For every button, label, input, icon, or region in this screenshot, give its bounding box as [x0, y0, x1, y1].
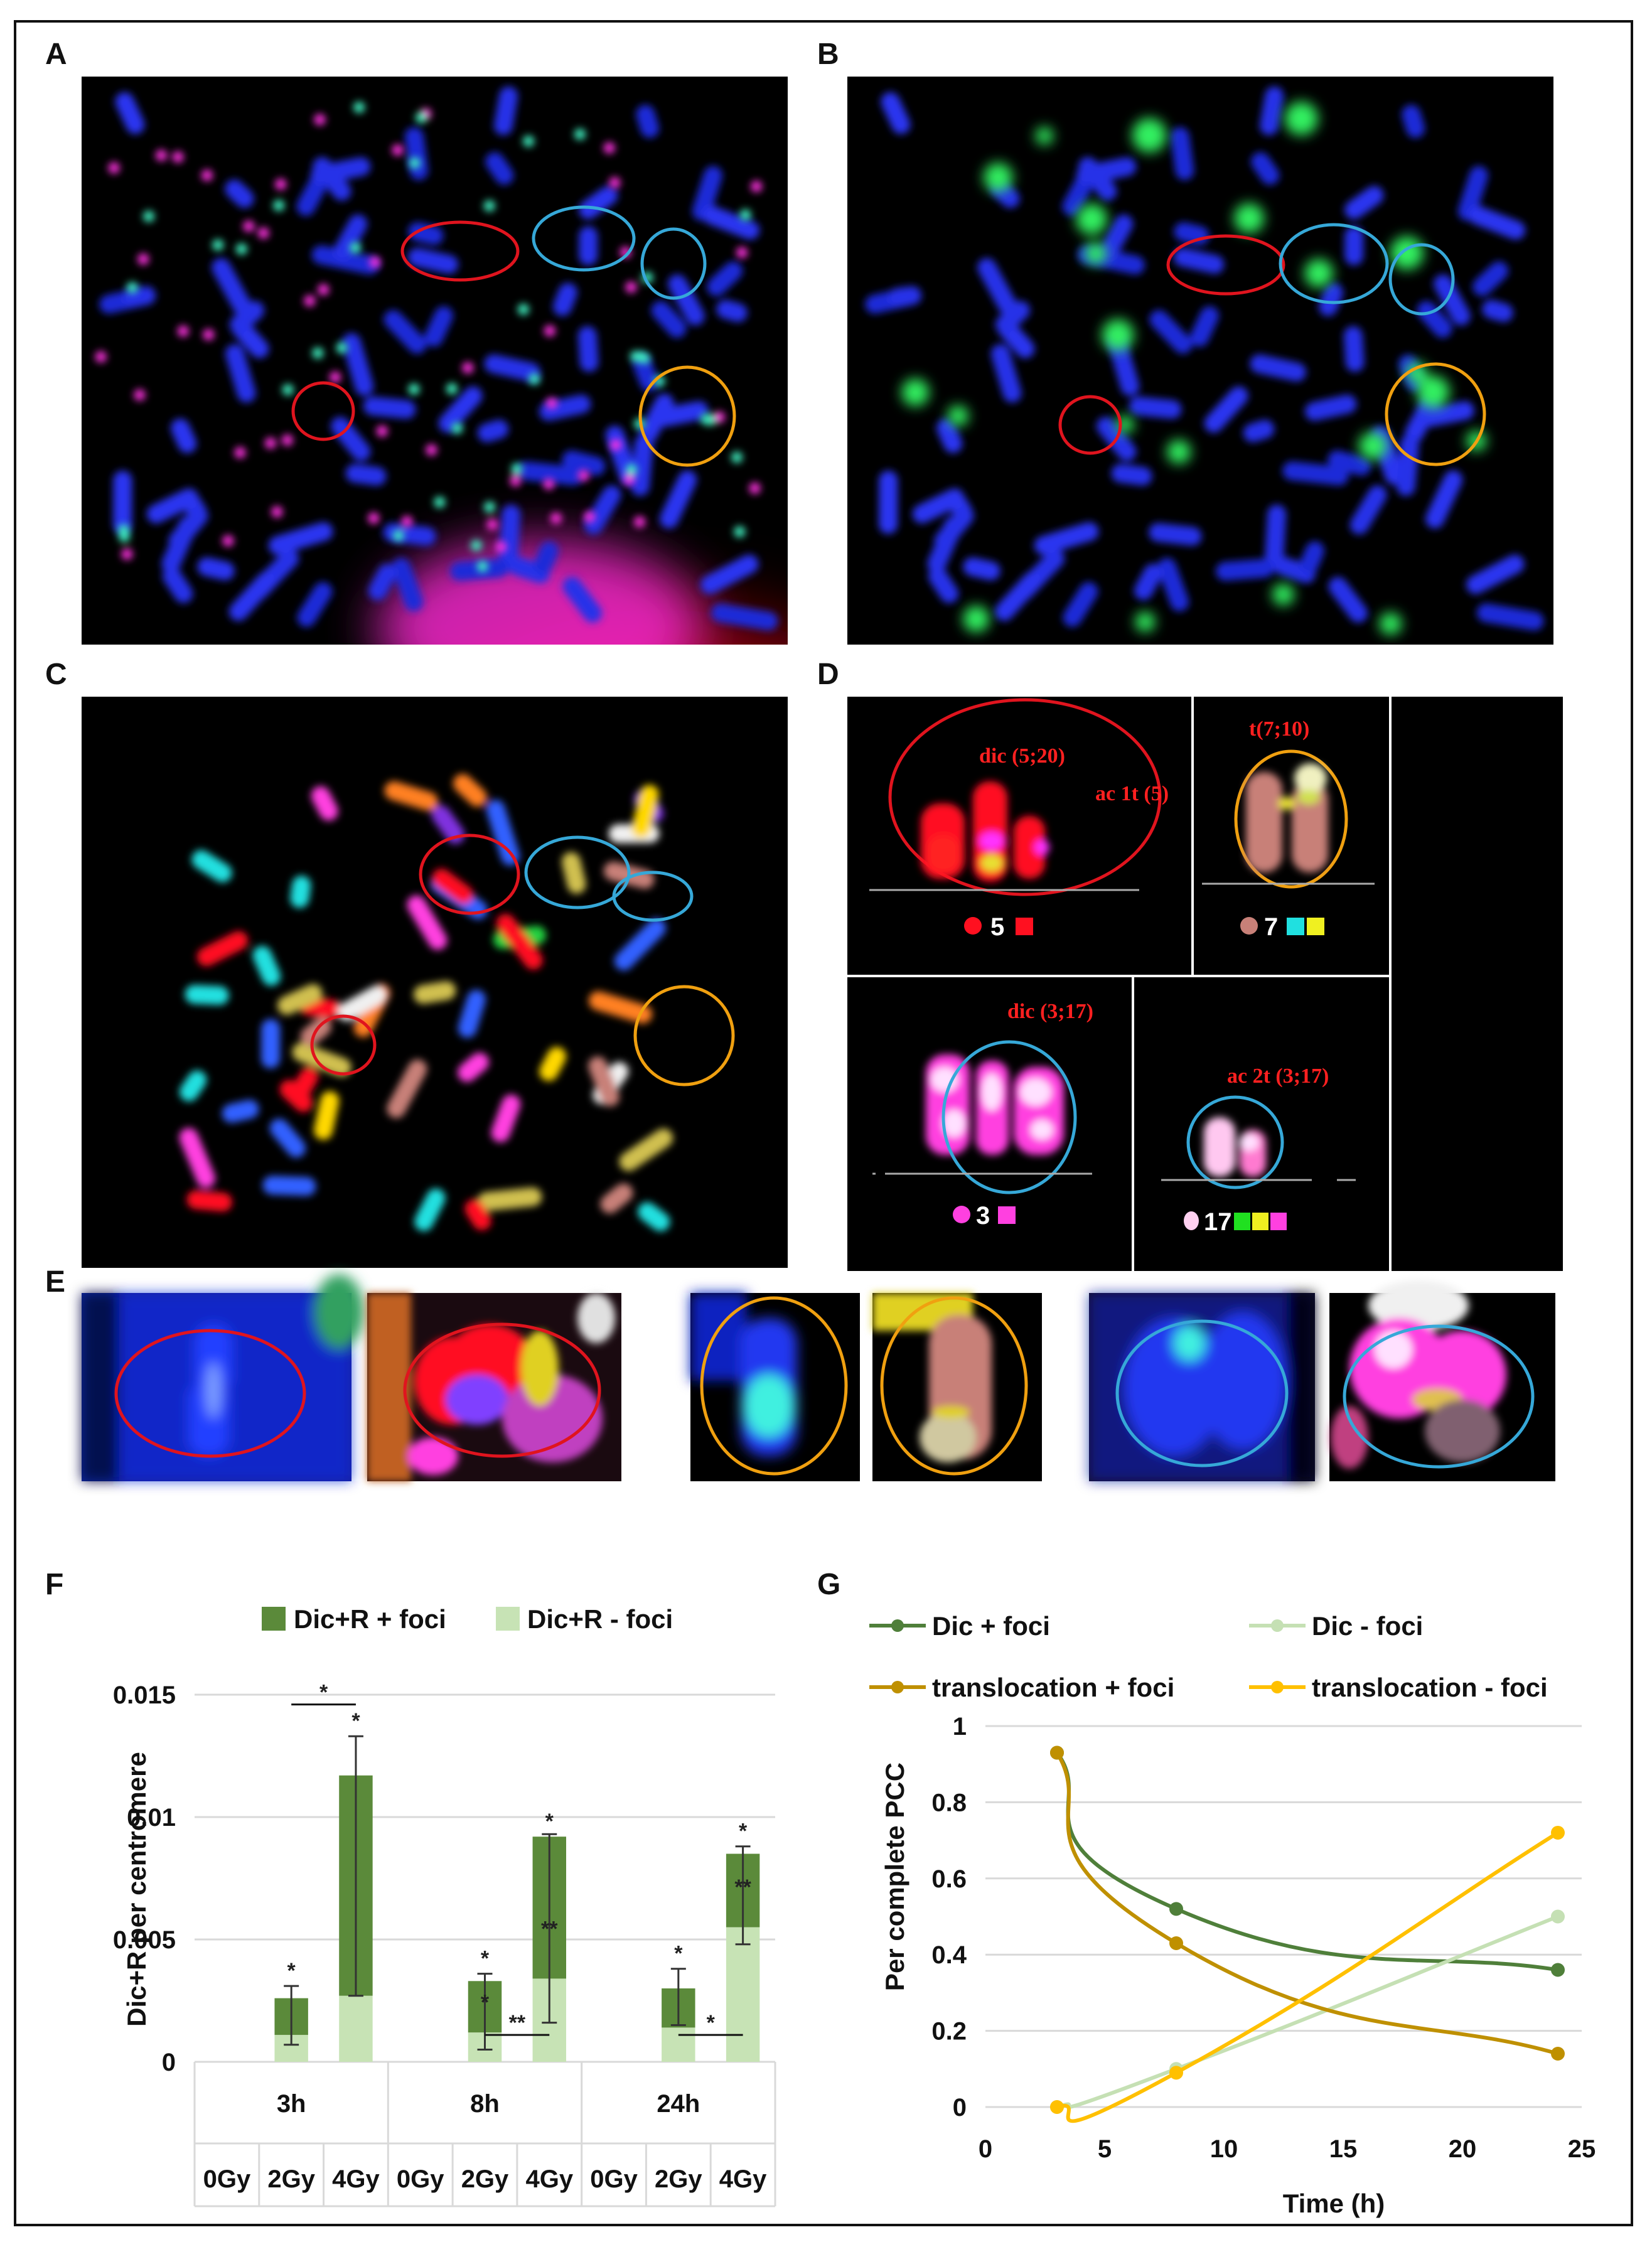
g-series-line	[1055, 1751, 1558, 2056]
g-series-line	[1056, 1914, 1559, 2109]
g-legend-label: Dic - foci	[1312, 1611, 1423, 1641]
panel-letter-d: D	[817, 658, 839, 691]
g-legend-label: translocation - foci	[1312, 1673, 1548, 1702]
chart-f: Dic+R + foci Dic+R - foci Dic+R per cent…	[113, 1604, 776, 2207]
insets-e	[82, 1274, 1555, 1481]
g-legend-marker	[1271, 1681, 1284, 1693]
chrom-7-label: 7	[1264, 913, 1278, 941]
f-significance-mark: *	[481, 1946, 490, 1970]
f-dose-label: 0Gy	[590, 2165, 638, 2193]
g-series-line	[1055, 1751, 1558, 1972]
f-y-tick-label: 0.005	[113, 1926, 176, 1954]
g-x-tick-label: 25	[1568, 2135, 1596, 2163]
panel-letter-a: A	[45, 38, 67, 71]
g-y-tick-label: 1	[953, 1713, 967, 1740]
panel-letter-f: F	[45, 1568, 63, 1601]
karyotype-d: dic (5;20) ac 1t (5) 5 t(7;10) 7	[847, 697, 1563, 1271]
g-x-axis-title: Time (h)	[1283, 2189, 1385, 2218]
f-bar-foci-negative	[339, 1995, 373, 2062]
g-y-tick-label: 0.6	[931, 1865, 967, 1893]
f-dose-label: 4Gy	[525, 2165, 573, 2193]
g-data-point	[1169, 1936, 1183, 1950]
g-data-point	[1169, 1902, 1183, 1916]
legend-swatch-dic-plus	[262, 1607, 286, 1631]
f-significance-mark: **	[734, 1875, 751, 1899]
micrograph-b	[847, 77, 1553, 645]
g-legend-label: translocation + foci	[932, 1673, 1174, 1702]
g-data-point	[1551, 2047, 1565, 2061]
f-significance-mark: *	[319, 1681, 328, 1705]
g-data-point	[1050, 2100, 1064, 2114]
f-dose-label: 0Gy	[397, 2165, 444, 2193]
f-dose-label: 2Gy	[461, 2165, 509, 2193]
micrograph-c	[82, 697, 788, 1268]
f-y-tick-label: 0.01	[127, 1804, 176, 1831]
g-x-tick-label: 0	[979, 2135, 992, 2163]
figure-frame	[14, 20, 1633, 2226]
g-data-point	[1050, 1746, 1064, 1760]
label-ac1t-5: ac 1t (5)	[1095, 782, 1169, 805]
g-x-tick-label: 15	[1329, 2135, 1358, 2163]
g-data-point	[1551, 1825, 1565, 1840]
f-y-axis-title: Dic+R per centromere	[122, 1752, 151, 2027]
f-significance-mark: *	[674, 1942, 683, 1966]
g-y-tick-label: 0	[953, 2094, 967, 2121]
micrograph-a	[82, 77, 788, 645]
panel-letter-b: B	[817, 38, 839, 71]
g-data-point	[1169, 2066, 1183, 2080]
panel-letter-g: G	[817, 1568, 840, 1601]
f-time-label: 3h	[277, 2090, 306, 2118]
f-y-tick-label: 0	[162, 2049, 176, 2076]
label-dic-3-17: dic (3;17)	[1007, 1000, 1093, 1023]
f-y-tick-label: 0.015	[113, 1681, 176, 1709]
f-dose-label: 2Gy	[267, 2165, 315, 2193]
label-t7-10: t(7;10)	[1249, 717, 1309, 741]
f-bar-foci-negative	[662, 2027, 695, 2062]
f-significance-mark: *	[707, 2011, 716, 2035]
f-dose-label: 4Gy	[332, 2165, 380, 2193]
g-x-tick-label: 20	[1449, 2135, 1477, 2163]
f-dose-label: 2Gy	[655, 2165, 702, 2193]
legend-label-dic-plus: Dic+R + foci	[294, 1604, 446, 1634]
label-dic-5-20: dic (5;20)	[979, 744, 1065, 768]
g-legend-marker	[891, 1681, 904, 1693]
g-legend-marker	[1271, 1619, 1284, 1632]
panel-letter-c: C	[45, 658, 67, 691]
g-y-tick-label: 0.4	[931, 1941, 967, 1969]
g-y-tick-label: 0.2	[931, 2018, 967, 2046]
legend-label-dic-minus: Dic+R - foci	[527, 1604, 673, 1634]
chart-g: Dic + foci Dic - foci translocation + foci…	[869, 1611, 1596, 2218]
legend-swatch-dic-minus	[496, 1607, 520, 1631]
f-significance-mark: *	[545, 1810, 554, 1833]
f-significance-mark: *	[287, 1959, 296, 1983]
label-ac2t-3-17: ac 2t (3;17)	[1227, 1065, 1329, 1088]
g-x-tick-label: 5	[1098, 2135, 1112, 2163]
g-y-tick-label: 0.8	[931, 1789, 967, 1816]
f-significance-mark: *	[481, 1991, 490, 2015]
f-significance-mark: *	[351, 1709, 360, 1733]
g-x-tick-label: 10	[1210, 2135, 1238, 2163]
chrom-3-label: 3	[976, 1202, 990, 1230]
g-legend-marker	[891, 1619, 904, 1632]
g-y-axis-title: Per complete PCC	[880, 1762, 909, 1991]
g-legend-label: Dic + foci	[932, 1611, 1050, 1641]
f-significance-mark: **	[541, 1917, 558, 1941]
f-bar-foci-negative	[726, 1927, 760, 2062]
f-time-label: 8h	[470, 2090, 500, 2118]
chrom-17-label: 17	[1204, 1208, 1232, 1236]
f-dose-label: 4Gy	[719, 2165, 767, 2193]
f-significance-mark: **	[509, 2011, 526, 2035]
f-dose-label: 0Gy	[203, 2165, 251, 2193]
chrom-5-label: 5	[990, 913, 1004, 941]
f-significance-mark: *	[739, 1820, 748, 1843]
g-data-point	[1551, 1963, 1565, 1977]
g-series-line	[1056, 1831, 1559, 2123]
g-data-point	[1551, 1909, 1565, 1924]
panel-letter-e: E	[45, 1265, 65, 1299]
f-time-label: 24h	[657, 2090, 700, 2118]
